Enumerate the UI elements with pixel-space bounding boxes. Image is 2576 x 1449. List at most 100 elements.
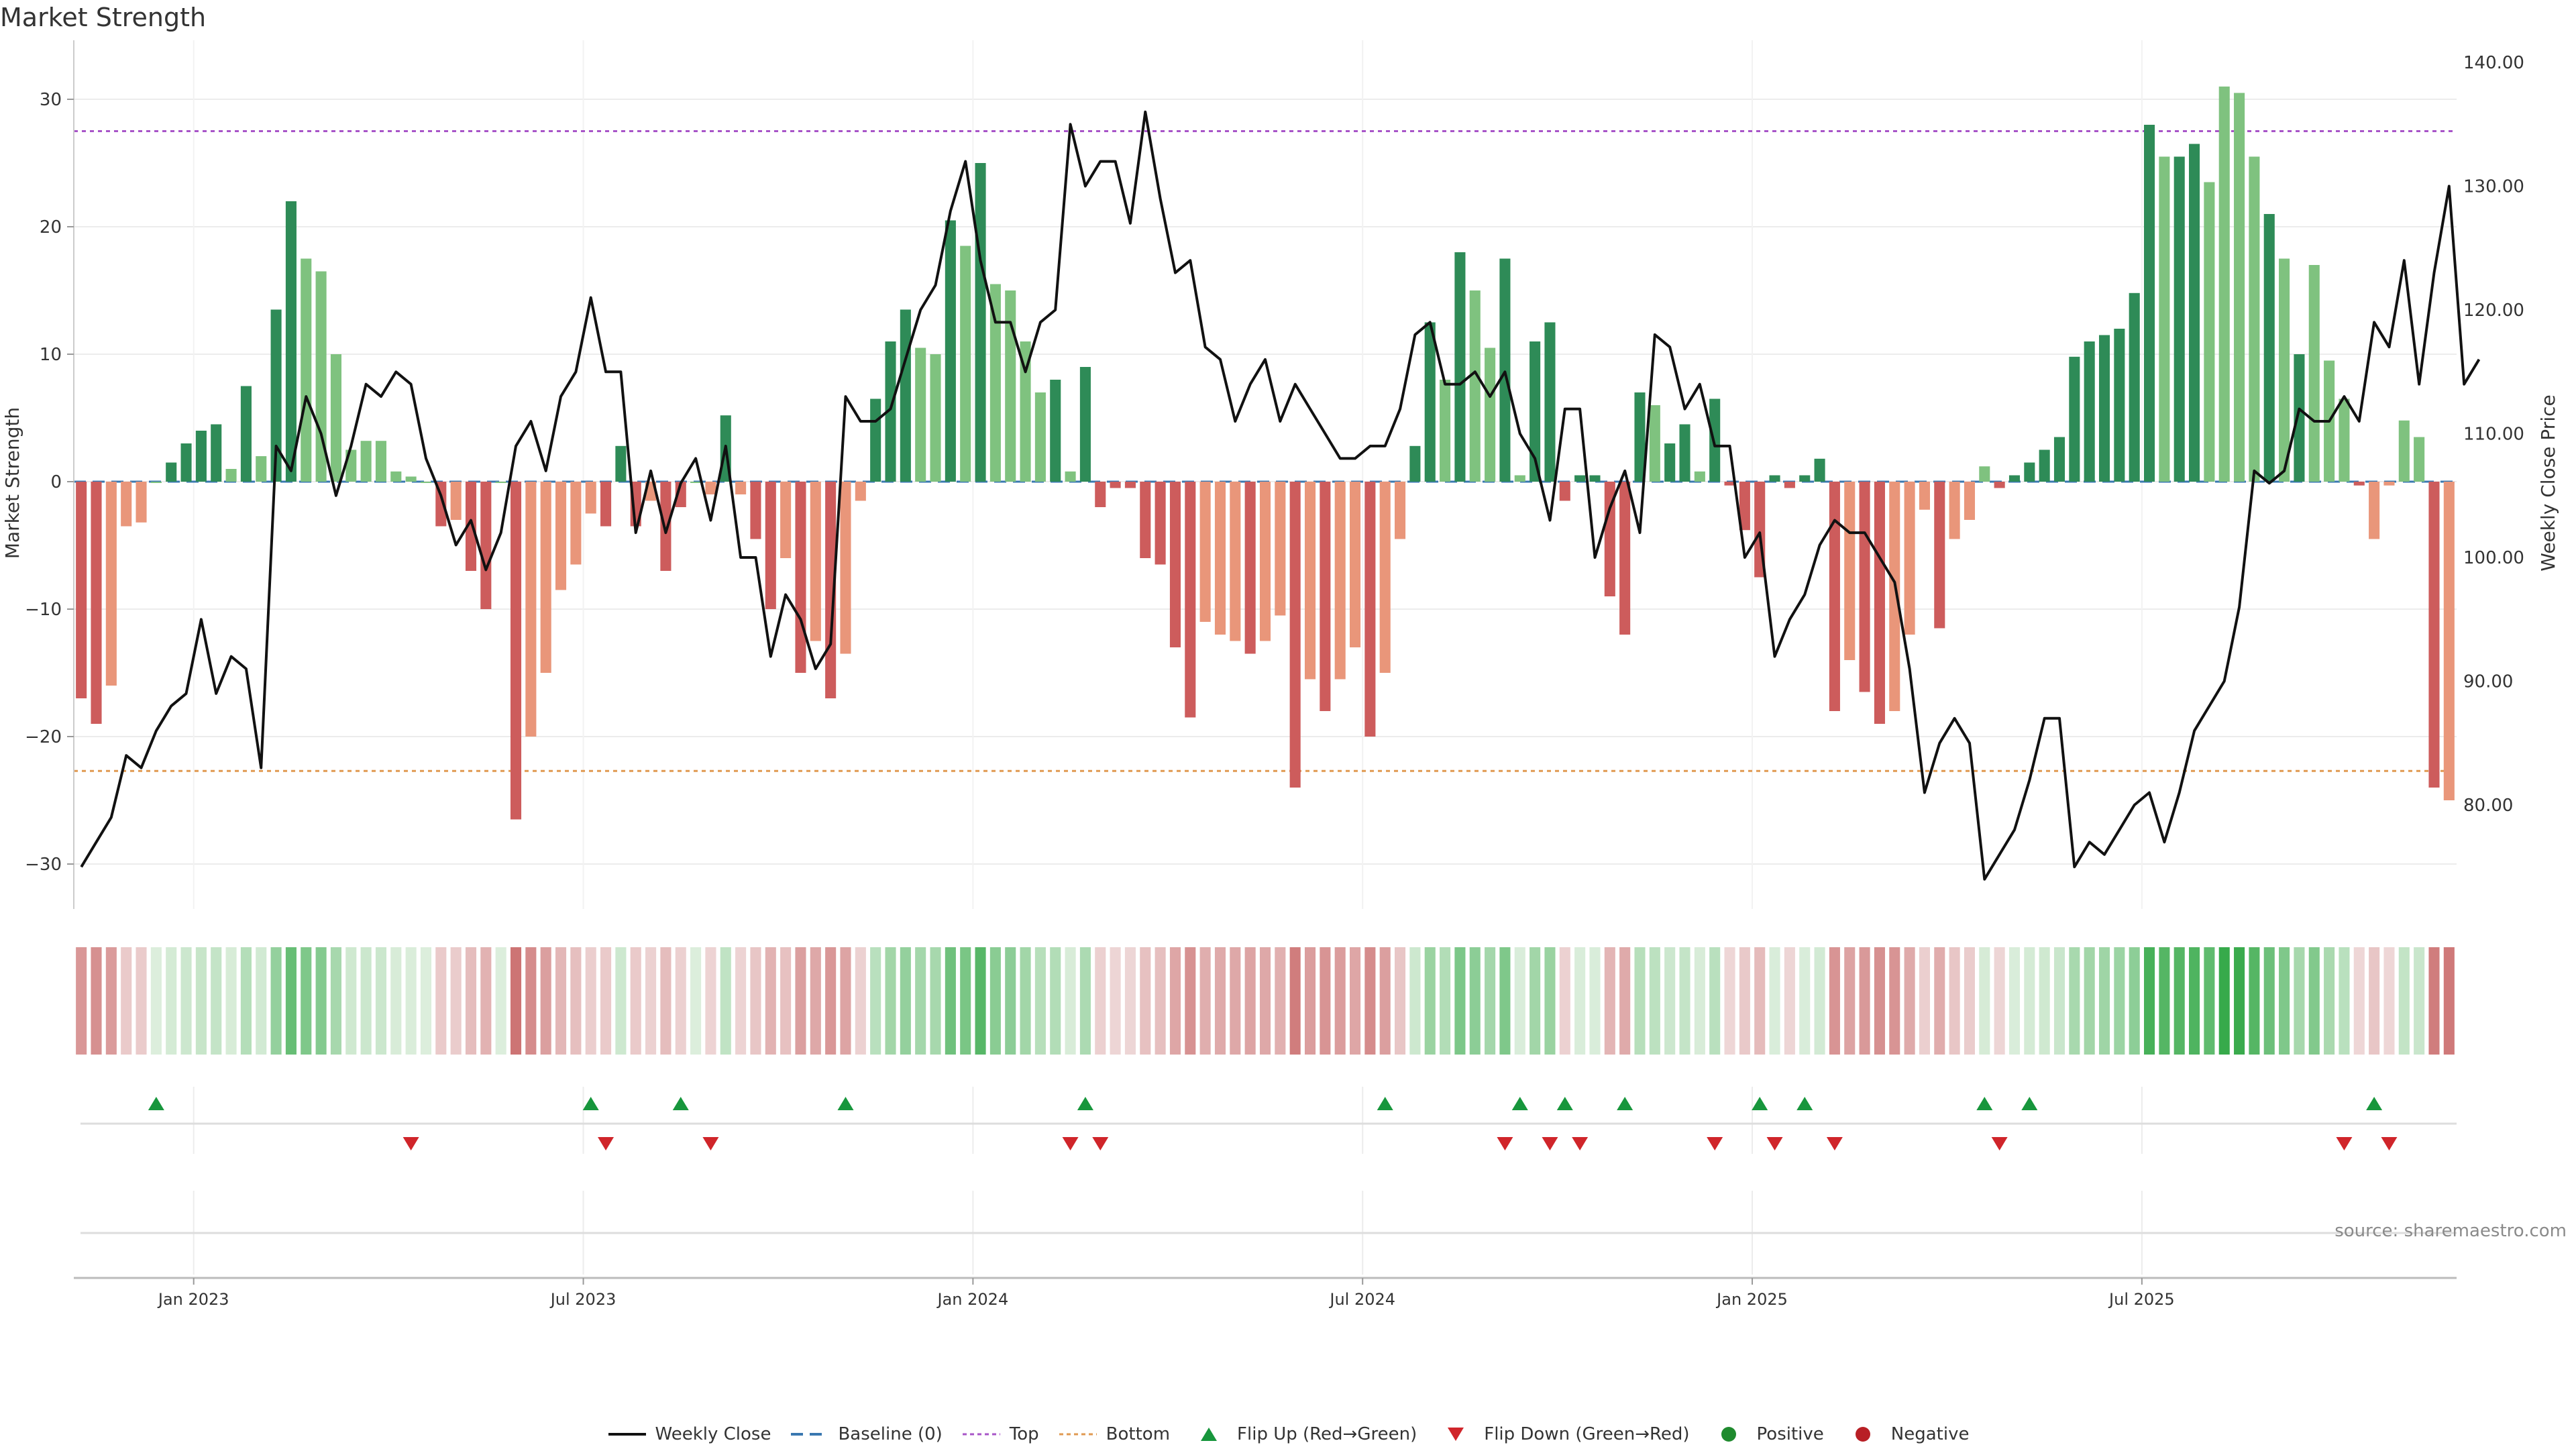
axes: 30 20 10 0 −10 −20 −30 140.00 130.00 120.00 110.00… xyxy=(25,40,2524,1309)
heat-cell xyxy=(1214,947,1226,1055)
heat-cell xyxy=(1649,947,1660,1055)
heat-cell xyxy=(1739,947,1750,1055)
heat-cell xyxy=(735,947,747,1055)
strength-bar xyxy=(1544,322,1556,482)
strength-bar xyxy=(930,354,941,482)
heat-cell xyxy=(720,947,731,1055)
flip-up-marker xyxy=(1976,1097,1993,1110)
legend-label: Flip Down (Green→Red) xyxy=(1484,1424,1690,1444)
heat-cell xyxy=(2053,947,2065,1055)
strength-bar xyxy=(525,482,537,737)
legend-symbol-top xyxy=(962,1433,1000,1436)
strength-bar xyxy=(1559,482,1570,501)
heat-cell xyxy=(330,947,341,1055)
flip-down-marker xyxy=(1062,1137,1079,1150)
heat-cell xyxy=(825,947,837,1055)
flip-down-marker xyxy=(1991,1137,2008,1150)
strength-bar xyxy=(555,482,567,590)
heat-cell xyxy=(1169,947,1181,1055)
heat-cell xyxy=(1619,947,1631,1055)
strength-bar xyxy=(76,482,87,698)
strength-bar xyxy=(660,482,672,571)
strength-bar xyxy=(510,482,522,820)
heat-cell xyxy=(1829,947,1840,1055)
heat-cell xyxy=(1155,947,1166,1055)
strength-bar xyxy=(1514,475,1525,482)
strength-bar xyxy=(600,482,612,527)
flip-down-marker xyxy=(1826,1137,1843,1150)
strength-bar xyxy=(1679,424,1690,482)
strength-bar xyxy=(585,482,596,514)
heat-cell xyxy=(2249,947,2260,1055)
heat-cell xyxy=(1799,947,1811,1055)
heat-cell xyxy=(2369,947,2380,1055)
heat-cell xyxy=(1679,947,1690,1055)
heat-cell xyxy=(1514,947,1525,1055)
heat-cell xyxy=(1349,947,1361,1055)
heat-cell xyxy=(1604,947,1615,1055)
strength-bar xyxy=(375,441,387,482)
strength-bar xyxy=(2369,482,2380,539)
heat-cell xyxy=(1499,947,1511,1055)
flip-down-marker xyxy=(2336,1137,2353,1150)
strength-bar xyxy=(105,482,117,686)
heat-cell xyxy=(2174,947,2185,1055)
strength-bar xyxy=(1155,482,1166,565)
flip-down-marker xyxy=(402,1137,419,1150)
flip-down-marker xyxy=(2381,1137,2398,1150)
strength-bar xyxy=(1124,482,1136,488)
strength-bar xyxy=(1259,482,1271,641)
heat-cell xyxy=(2234,947,2245,1055)
y-right-tick-label: 100.00 xyxy=(2463,548,2524,568)
strength-bar xyxy=(885,341,896,482)
heat-cell xyxy=(1784,947,1795,1055)
heat-strip xyxy=(76,947,2455,1055)
flip-down-marker xyxy=(1542,1137,1558,1150)
y-left-tick-label: 30 xyxy=(40,90,62,110)
heat-cell xyxy=(750,947,761,1055)
heat-cell xyxy=(136,947,147,1055)
heat-cell xyxy=(180,947,192,1055)
heat-cell xyxy=(76,947,87,1055)
heat-cell xyxy=(1334,947,1346,1055)
heat-cell xyxy=(2414,947,2425,1055)
flip-up-marker xyxy=(1377,1097,1393,1110)
legend-label: Positive xyxy=(1756,1424,1824,1444)
strength-bar xyxy=(1814,458,1825,482)
strength-bar xyxy=(1050,380,1061,482)
strength-bar xyxy=(810,482,821,641)
flip-up-marker xyxy=(148,1097,164,1110)
legend-item-baseline: Baseline (0) xyxy=(790,1424,943,1444)
heat-cell xyxy=(2189,947,2200,1055)
heat-cell xyxy=(1694,947,1705,1055)
strength-bar xyxy=(1334,482,1346,680)
legend-label: Top xyxy=(1009,1424,1039,1444)
strength-bar xyxy=(540,482,551,673)
heat-cell xyxy=(1409,947,1421,1055)
heat-cell xyxy=(1424,947,1436,1055)
heat-cell xyxy=(675,947,686,1055)
heat-cell xyxy=(989,947,1001,1055)
heat-cell xyxy=(600,947,612,1055)
legend-item-line: Weekly Close xyxy=(607,1424,771,1444)
heat-cell xyxy=(2204,947,2215,1055)
strength-bar xyxy=(945,220,956,482)
strength-bar xyxy=(1844,482,1856,660)
heat-cell xyxy=(91,947,102,1055)
heat-cell xyxy=(360,947,372,1055)
heat-cell xyxy=(1005,947,1016,1055)
heat-cell xyxy=(795,947,806,1055)
legend: Weekly Close Baseline (0) Top Bottom Flip Up… xyxy=(0,1421,2576,1448)
strength-bar xyxy=(1589,475,1601,482)
strength-bar xyxy=(1499,258,1511,482)
legend-label: Bottom xyxy=(1106,1424,1171,1444)
strength-bar xyxy=(1949,482,1960,539)
strength-bar xyxy=(91,482,102,724)
chart-title: Market Strength xyxy=(0,3,207,32)
legend-symbol-line xyxy=(608,1433,646,1436)
heat-cell xyxy=(1320,947,1331,1055)
strength-bar xyxy=(780,482,792,558)
strength-bar xyxy=(1020,341,1031,482)
strength-bar xyxy=(270,309,282,482)
source-note: source: sharemaestro.com xyxy=(2334,1221,2567,1241)
